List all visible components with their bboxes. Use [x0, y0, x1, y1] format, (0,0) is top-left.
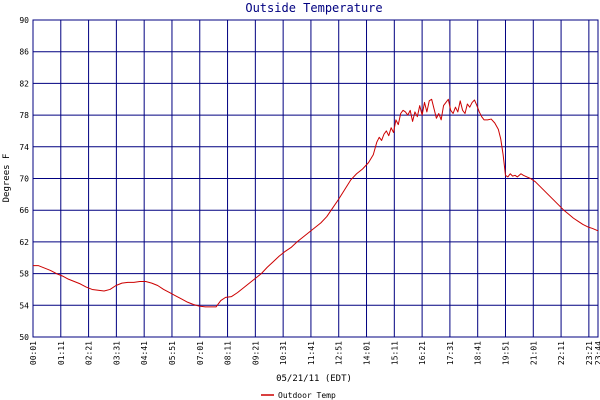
y-tick-label: 70	[19, 175, 29, 184]
x-tick-label: 11:41	[307, 341, 316, 365]
x-tick-label: 16:21	[418, 341, 427, 365]
legend: Outdoor Temp	[261, 391, 336, 400]
x-tick-label: 10:31	[279, 341, 288, 365]
y-tick-label: 54	[19, 301, 29, 310]
x-tick-label: 15:11	[390, 341, 399, 365]
y-tick-label: 50	[19, 333, 29, 342]
y-tick-label: 86	[19, 48, 29, 57]
x-tick-label: 07:01	[196, 341, 205, 365]
y-tick-label: 78	[19, 111, 29, 120]
series-line-outdoor-temp	[33, 98, 599, 308]
x-tick-label: 23:21	[585, 341, 594, 365]
y-tick-label: 74	[19, 143, 29, 152]
legend-label-outdoor-temp: Outdoor Temp	[278, 391, 336, 400]
x-tick-label: 12:51	[335, 341, 344, 365]
x-tick-label: 19:51	[501, 341, 510, 365]
x-tick-label: 02:21	[85, 341, 94, 365]
y-tick-label: 58	[19, 270, 29, 279]
x-tick-label: 21:01	[529, 341, 538, 365]
y-tick-label: 82	[19, 79, 29, 88]
x-tick-label: 23:44	[594, 341, 600, 365]
x-tick-label: 14:01	[363, 341, 372, 365]
y-tick-label: 90	[19, 16, 29, 25]
x-tick-label: 01:11	[57, 341, 66, 365]
x-tick-label: 09:21	[251, 341, 260, 365]
x-axis-label: 05/21/11 (EDT)	[276, 374, 352, 384]
grid-lines	[32, 19, 599, 338]
y-axis-label: Degrees F	[2, 154, 12, 203]
y-tick-label: 62	[19, 238, 29, 247]
x-tick-labels: 00:01 01:11 02:21 03:31 04:41 05:51 07:01 08:11…	[29, 341, 600, 365]
x-tick-label: 05:51	[168, 341, 177, 365]
x-tick-label: 17:31	[446, 341, 455, 365]
series-lines	[33, 98, 599, 308]
x-tick-label: 18:41	[474, 341, 483, 365]
y-tick-label: 66	[19, 206, 29, 215]
x-tick-label: 03:31	[112, 341, 121, 365]
y-tick-labels: 50 54 58 62 66 70 74 78 82 86 90	[19, 16, 29, 342]
x-tick-label: 00:01	[29, 341, 38, 365]
chart-title: Outside Temperature	[245, 1, 382, 15]
x-tick-label: 08:11	[224, 341, 233, 365]
x-tick-label: 22:11	[557, 341, 566, 365]
x-tick-label: 04:41	[140, 341, 149, 365]
